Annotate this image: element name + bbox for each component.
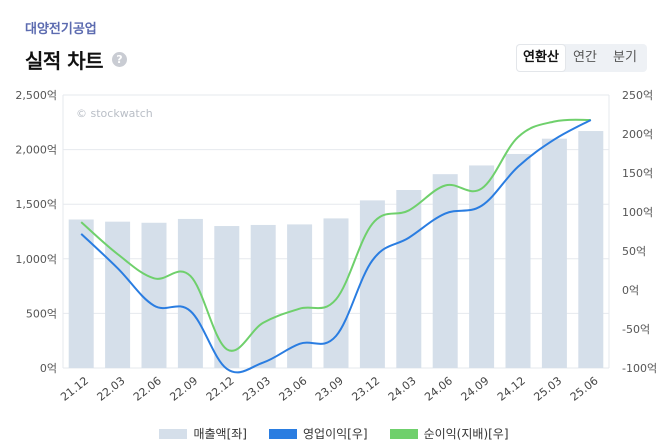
- period-tabs: 연환산 연간 분기: [516, 44, 647, 72]
- x-tick-label: 22.09: [167, 374, 200, 404]
- x-tick-label: 23.12: [349, 374, 382, 404]
- left-tick-label: 1,500억: [15, 198, 57, 211]
- revenue-bar: [323, 218, 349, 368]
- x-tick-label: 23.06: [277, 374, 310, 404]
- revenue-bar: [396, 190, 422, 368]
- revenue-bar: [214, 226, 240, 368]
- x-tick-label: 23.03: [240, 374, 273, 404]
- x-tick-label: 24.06: [422, 374, 455, 404]
- revenue-bar: [505, 153, 531, 368]
- legend-swatch-net-income: [389, 428, 418, 439]
- legend-swatch-revenue: [159, 428, 188, 439]
- right-tick-label: -50억: [622, 323, 650, 336]
- x-tick-label: 25.03: [531, 374, 564, 404]
- right-tick-label: 200억: [622, 128, 653, 141]
- left-tick-label: 1,000억: [15, 253, 57, 266]
- left-tick-label: 500억: [26, 307, 57, 320]
- legend-item-revenue[interactable]: 매출액[좌]: [159, 425, 247, 442]
- x-tick-label: 22.06: [131, 374, 164, 404]
- revenue-bar: [177, 218, 203, 368]
- x-tick-label: 24.12: [495, 374, 528, 404]
- legend-label-revenue: 매출액[좌]: [193, 427, 247, 441]
- tab-annualized[interactable]: 연환산: [517, 45, 565, 71]
- right-tick-label: 100억: [622, 206, 653, 219]
- tab-annual[interactable]: 연간: [573, 50, 597, 65]
- revenue-bar: [287, 224, 313, 368]
- revenue-bar: [578, 131, 604, 368]
- x-tick-label: 25.06: [568, 374, 601, 404]
- legend-label-net-income: 순이익(지배)[우]: [423, 427, 509, 441]
- x-tick-label: 23.09: [313, 374, 346, 404]
- revenue-bar: [432, 174, 458, 368]
- revenue-bar: [141, 222, 167, 368]
- x-tick-label: 24.03: [386, 374, 419, 404]
- operating-profit-line: [80, 119, 592, 374]
- net-income-line: [80, 118, 591, 352]
- revenue-bar: [541, 138, 567, 368]
- left-tick-label: 2,000억: [15, 144, 57, 157]
- right-tick-label: 50억: [622, 245, 646, 258]
- right-tick-label: 250억: [622, 89, 653, 102]
- tab-quarterly[interactable]: 분기: [613, 50, 637, 65]
- legend-label-operating-profit: 영업이익[우]: [302, 427, 368, 441]
- legend-swatch-operating-profit: [268, 428, 297, 439]
- x-tick-label: 21.12: [58, 374, 91, 404]
- legend-item-net-income[interactable]: 순이익(지배)[우]: [389, 425, 509, 442]
- legend-item-operating-profit[interactable]: 영업이익[우]: [268, 425, 368, 442]
- right-tick-label: -100억: [622, 362, 657, 375]
- right-tick-label: 150억: [622, 167, 653, 180]
- right-tick-label: 0억: [622, 284, 639, 297]
- left-tick-label: 0억: [40, 362, 57, 375]
- x-tick-label: 22.03: [95, 374, 128, 404]
- revenue-bar: [469, 165, 495, 368]
- company-name: 대양전기공업: [25, 22, 97, 37]
- x-tick-label: 22.12: [204, 374, 237, 404]
- help-icon[interactable]: ?: [112, 52, 127, 67]
- revenue-bar: [359, 200, 385, 368]
- revenue-bar: [68, 219, 94, 368]
- revenue-bar: [250, 224, 276, 368]
- chart-legend: 매출액[좌] 영업이익[우] 순이익(지배)[우]: [0, 425, 668, 442]
- page-title: 실적 차트: [25, 49, 104, 73]
- left-tick-label: 2,500억: [15, 89, 57, 102]
- revenue-bar: [105, 221, 131, 368]
- watermark: © stockwatch: [76, 107, 153, 120]
- x-tick-label: 24.09: [459, 374, 492, 404]
